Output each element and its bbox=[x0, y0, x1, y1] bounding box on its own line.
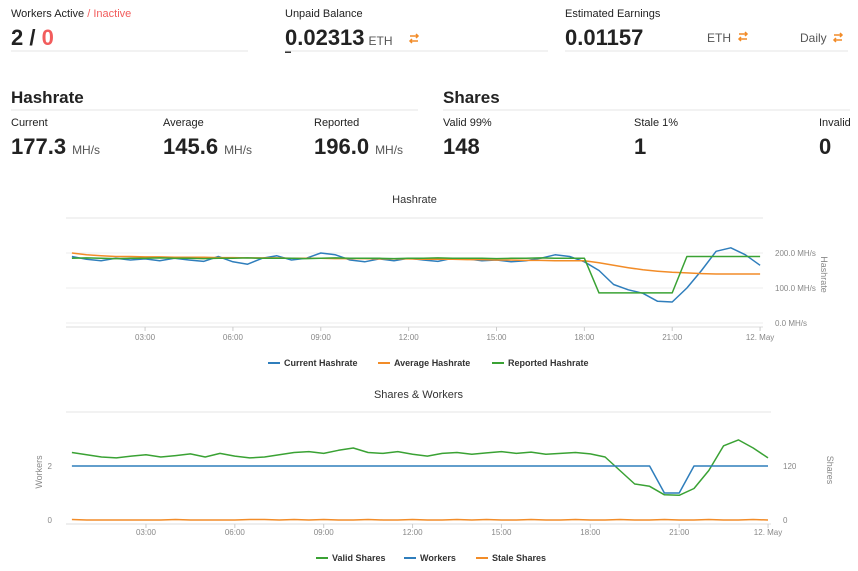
unpaid-value: 0.02313 ETH bbox=[285, 25, 393, 50]
stat-value: 196.0 MH/s bbox=[314, 134, 403, 159]
stat-label: Stale 1% bbox=[634, 117, 678, 129]
earnings-label: Estimated Earnings bbox=[565, 8, 661, 20]
x-tick-label: 12:00 bbox=[403, 528, 424, 537]
swap-icon[interactable] bbox=[409, 33, 419, 44]
x-tick-label: 18:00 bbox=[574, 333, 595, 342]
stat-value: 145.6 MH/s bbox=[163, 134, 252, 159]
y2-tick-label: 100.0 MH/s bbox=[775, 284, 816, 293]
unpaid-amount: 0.02313 bbox=[285, 25, 365, 50]
shares-header: Shares bbox=[443, 88, 500, 107]
y2-axis-label: Shares bbox=[825, 456, 835, 485]
x-tick-label: 15:00 bbox=[491, 528, 512, 537]
y2-tick-label: 0 bbox=[783, 516, 788, 525]
series-line bbox=[71, 439, 769, 497]
x-tick-label: 12. May bbox=[754, 528, 782, 537]
x-tick-label: 06:00 bbox=[225, 528, 246, 537]
stat-number: 1 bbox=[634, 134, 646, 159]
hashrate-header: Hashrate bbox=[11, 88, 84, 107]
legend-label: Average Hashrate bbox=[394, 358, 470, 368]
value-separator: / bbox=[29, 25, 35, 50]
stat-unit: MH/s bbox=[375, 143, 403, 157]
swap-icon[interactable] bbox=[738, 31, 748, 42]
x-tick-label: 03:00 bbox=[135, 333, 156, 342]
stat-number: 148 bbox=[443, 134, 480, 159]
workers-value: 2 / 0 bbox=[11, 25, 54, 50]
stat-unit: MH/s bbox=[224, 143, 252, 157]
chart-title: Shares & Workers bbox=[374, 389, 464, 401]
stat-number: 196.0 bbox=[314, 134, 369, 159]
x-tick-label: 21:00 bbox=[662, 333, 683, 342]
series-line bbox=[71, 247, 761, 303]
stat-label: Current bbox=[11, 117, 48, 129]
stat-label: Valid 99% bbox=[443, 117, 492, 129]
series-line bbox=[71, 255, 761, 294]
x-tick-label: 18:00 bbox=[580, 528, 601, 537]
series-line bbox=[71, 518, 769, 521]
earnings-value: 0.01157 bbox=[565, 25, 643, 50]
stat-number: 177.3 bbox=[11, 134, 66, 159]
legend-label: Valid Shares bbox=[332, 553, 386, 563]
chart-title: Hashrate bbox=[392, 194, 437, 206]
x-tick-label: 12:00 bbox=[399, 333, 420, 342]
x-tick-label: 12. May bbox=[746, 333, 774, 342]
x-tick-label: 21:00 bbox=[669, 528, 690, 537]
stat-value: 177.3 MH/s bbox=[11, 134, 100, 159]
earnings-period[interactable]: Daily bbox=[800, 31, 827, 45]
label-separator: / bbox=[87, 8, 91, 20]
workers-inactive: 0 bbox=[42, 25, 54, 50]
stat-label: Reported bbox=[314, 117, 359, 129]
legend-label: Stale Shares bbox=[492, 553, 546, 563]
stat-label: Average bbox=[163, 117, 204, 129]
legend-label: Current Hashrate bbox=[284, 358, 358, 368]
stat-number: 0 bbox=[819, 134, 831, 159]
x-tick-label: 06:00 bbox=[223, 333, 244, 342]
earnings-unit[interactable]: ETH bbox=[707, 31, 731, 45]
y-axis-label: Workers bbox=[34, 455, 44, 489]
y-tick-label: 0 bbox=[48, 516, 53, 525]
x-tick-label: 09:00 bbox=[311, 333, 332, 342]
workers-active: 2 bbox=[11, 25, 23, 50]
unpaid-unit: ETH bbox=[369, 34, 393, 48]
legend-label: Reported Hashrate bbox=[508, 358, 589, 368]
stat-number: 145.6 bbox=[163, 134, 218, 159]
x-tick-label: 15:00 bbox=[486, 333, 507, 342]
series-line bbox=[71, 465, 768, 494]
x-tick-label: 09:00 bbox=[314, 528, 335, 537]
unpaid-label: Unpaid Balance bbox=[285, 8, 363, 20]
workers-active-label: Workers Active bbox=[11, 8, 84, 20]
swap-icon[interactable] bbox=[833, 32, 843, 43]
y2-tick-label: 0.0 MH/s bbox=[775, 319, 807, 328]
y2-tick-label: 120 bbox=[783, 462, 797, 471]
y2-tick-label: 200.0 MH/s bbox=[775, 249, 816, 258]
y-tick-label: 2 bbox=[48, 462, 53, 471]
workers-inactive-label: Inactive bbox=[93, 8, 131, 20]
x-tick-label: 03:00 bbox=[136, 528, 157, 537]
workers-label: Workers Active / Inactive bbox=[11, 8, 131, 20]
y2-axis-label: Hashrate bbox=[819, 256, 829, 293]
stat-label: Invalid bbox=[819, 117, 851, 129]
series-line bbox=[71, 252, 761, 275]
legend-label: Workers bbox=[420, 553, 456, 563]
stat-unit: MH/s bbox=[72, 143, 100, 157]
